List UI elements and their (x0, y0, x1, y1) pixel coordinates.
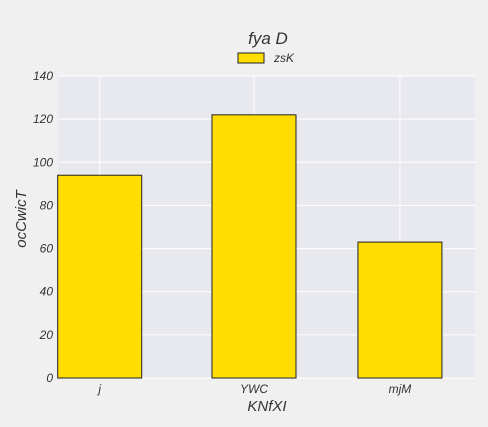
y-tick-label: 120 (33, 112, 53, 126)
bar-mjM (357, 241, 443, 379)
y-axis-label: ocCwicT (13, 188, 30, 247)
chart-title: fya D (248, 29, 288, 48)
y-tick-label: 20 (39, 328, 54, 342)
bar-j (57, 174, 143, 379)
bars (57, 114, 443, 379)
x-tick-label: YWC (240, 382, 268, 396)
y-tick-label: 40 (40, 285, 54, 299)
y-tick-label: 0 (46, 371, 53, 385)
x-tick-label: mjM (389, 382, 412, 396)
y-tick-label: 140 (33, 69, 53, 83)
y-tick-label: 100 (33, 155, 53, 169)
legend-swatch (237, 52, 265, 64)
x-axis-label: KNfXI (247, 398, 286, 415)
x-tick-labels: j YWC mjM (96, 382, 411, 396)
y-tick-labels: 0 20 40 60 80 100 120 140 (33, 69, 53, 385)
legend-label: zsK (273, 51, 295, 65)
bar-YWC (211, 114, 297, 379)
legend: zsK (237, 51, 295, 65)
y-tick-label: 80 (40, 198, 54, 212)
x-tick-label: j (96, 382, 101, 396)
y-tick-label: 60 (40, 242, 54, 256)
